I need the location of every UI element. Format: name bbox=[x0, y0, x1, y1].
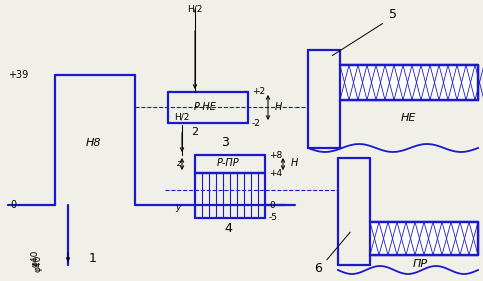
Text: ПР: ПР bbox=[412, 259, 427, 269]
Text: 5: 5 bbox=[389, 8, 397, 22]
Text: 4: 4 bbox=[224, 221, 232, 235]
Text: 1: 1 bbox=[89, 251, 97, 264]
Text: +2: +2 bbox=[252, 87, 265, 96]
Text: НЕ: НЕ bbox=[400, 113, 416, 123]
Text: H/2: H/2 bbox=[187, 5, 203, 14]
Text: 2: 2 bbox=[191, 127, 199, 137]
Text: 3: 3 bbox=[221, 137, 229, 149]
Bar bbox=[340, 65, 478, 100]
Text: H/2: H/2 bbox=[174, 113, 190, 122]
Text: +39: +39 bbox=[8, 70, 28, 80]
Text: -2: -2 bbox=[252, 119, 261, 128]
Text: 0: 0 bbox=[269, 201, 275, 210]
Text: Р-ПР: Р-ПР bbox=[217, 158, 239, 168]
Text: z: z bbox=[176, 158, 180, 167]
Text: H: H bbox=[291, 158, 298, 168]
Text: φ40: φ40 bbox=[33, 254, 43, 272]
Text: Р-НЕ: Р-НЕ bbox=[194, 102, 216, 112]
Text: y: y bbox=[175, 203, 181, 212]
Text: 0: 0 bbox=[10, 200, 16, 210]
Text: H: H bbox=[275, 102, 283, 112]
Text: H8: H8 bbox=[85, 138, 101, 148]
Text: +8: +8 bbox=[269, 151, 282, 160]
Text: φ40: φ40 bbox=[30, 249, 40, 267]
Text: -5: -5 bbox=[269, 214, 278, 223]
Text: +4: +4 bbox=[269, 169, 282, 178]
Bar bbox=[370, 222, 478, 255]
Text: 6: 6 bbox=[314, 262, 322, 275]
